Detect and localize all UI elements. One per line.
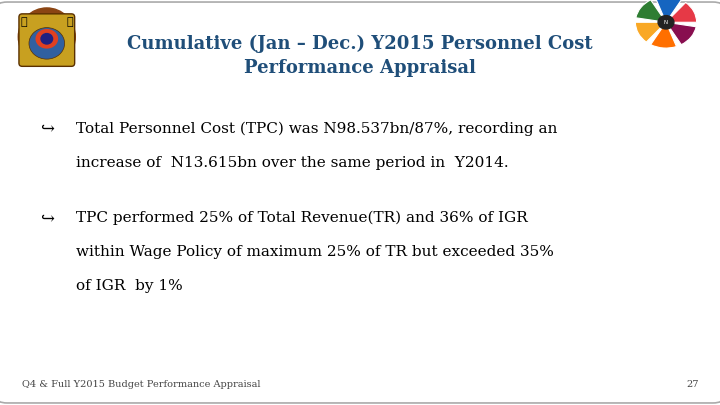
Circle shape [18,8,76,66]
Circle shape [658,15,674,29]
FancyBboxPatch shape [19,14,75,66]
Text: Total Personnel Cost (TPC) was N98.537bn/87%, recording an: Total Personnel Cost (TPC) was N98.537bn… [76,122,557,136]
Text: 27: 27 [686,380,698,389]
Text: ↪: ↪ [40,122,53,139]
Wedge shape [651,22,677,48]
Text: Cumulative (Jan – Dec.) Y2015 Personnel Cost
Performance Appraisal: Cumulative (Jan – Dec.) Y2015 Personnel … [127,34,593,77]
Ellipse shape [35,29,58,49]
Text: N: N [664,20,668,25]
Text: 🌴: 🌴 [66,17,73,27]
Ellipse shape [40,33,53,45]
Wedge shape [636,0,666,22]
Wedge shape [666,2,697,22]
Wedge shape [666,22,696,45]
Text: within Wage Policy of maximum 25% of TR but exceeded 35%: within Wage Policy of maximum 25% of TR … [76,245,554,259]
Text: Q4 & Full Y2015 Budget Performance Appraisal: Q4 & Full Y2015 Budget Performance Appra… [22,380,260,389]
Text: TPC performed 25% of Total Revenue(TR) and 36% of IGR: TPC performed 25% of Total Revenue(TR) a… [76,211,527,225]
Text: of IGR  by 1%: of IGR by 1% [76,279,182,293]
Text: ↪: ↪ [40,211,53,228]
Ellipse shape [29,28,65,59]
Wedge shape [635,22,666,42]
Wedge shape [655,0,681,22]
Text: increase of  N13.615bn over the same period in  Y2014.: increase of N13.615bn over the same peri… [76,156,508,170]
Text: 🌴: 🌴 [21,17,27,27]
